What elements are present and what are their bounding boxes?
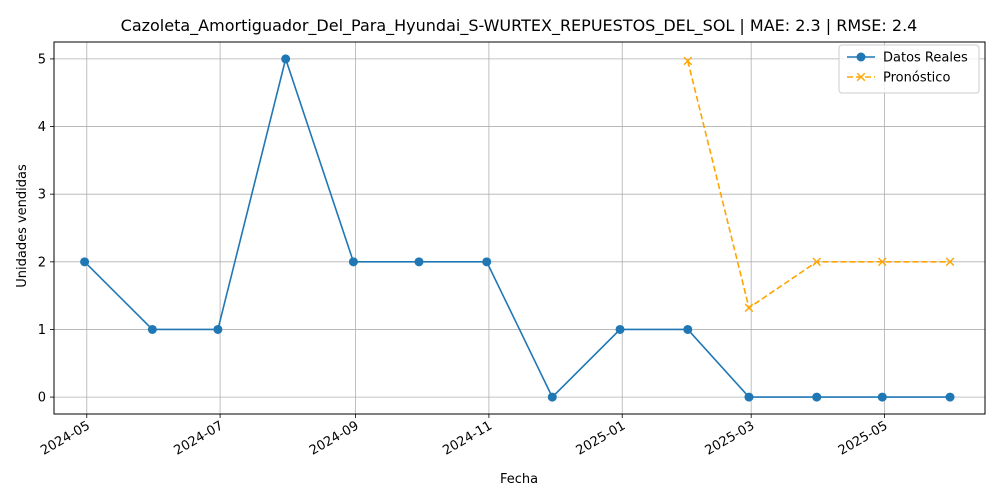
legend-marker bbox=[856, 52, 866, 62]
data-point bbox=[945, 392, 955, 402]
series-line bbox=[84, 56, 951, 399]
data-point bbox=[744, 303, 754, 313]
y-tick-label: 3 bbox=[38, 188, 46, 203]
series-line bbox=[687, 60, 951, 310]
data-point bbox=[348, 257, 358, 267]
data-point bbox=[482, 257, 492, 267]
data-point bbox=[812, 257, 822, 267]
data-point bbox=[147, 324, 157, 334]
series-actual bbox=[80, 54, 955, 402]
data-point bbox=[744, 392, 754, 402]
data-point bbox=[547, 392, 557, 402]
y-tick-label: 0 bbox=[38, 391, 46, 406]
x-tick-label: 2024-09 bbox=[307, 418, 362, 458]
data-point bbox=[80, 257, 90, 267]
data-point bbox=[945, 257, 955, 267]
data-point bbox=[683, 56, 693, 66]
chart-title: Cazoleta_Amortiguador_Del_Para_Hyundai_S… bbox=[121, 16, 918, 36]
y-tick-label: 4 bbox=[38, 120, 46, 135]
legend-marker bbox=[856, 72, 866, 82]
legend: Datos Reales Pronóstico bbox=[838, 44, 980, 94]
plot-frame bbox=[53, 41, 986, 415]
data-point bbox=[683, 324, 693, 334]
legend-label: Datos Reales bbox=[883, 51, 968, 66]
series-forecast bbox=[683, 56, 955, 313]
x-tick-label: 2024-05 bbox=[38, 418, 93, 458]
legend-label: Pronóstico bbox=[883, 71, 950, 86]
data-point bbox=[213, 324, 223, 334]
y-tick-label: 2 bbox=[38, 255, 46, 270]
x-axis-title: Fecha bbox=[500, 472, 538, 487]
x-tick-label: 2024-07 bbox=[172, 418, 227, 458]
data-point bbox=[877, 392, 887, 402]
x-tick-label: 2025-03 bbox=[703, 418, 758, 458]
grid bbox=[54, 42, 985, 414]
data-point bbox=[812, 392, 822, 402]
x-tick-label: 2025-01 bbox=[574, 418, 629, 458]
data-point bbox=[877, 257, 887, 267]
x-tick-label: 2025-05 bbox=[836, 418, 891, 458]
y-tick-label: 1 bbox=[38, 323, 46, 338]
data-point bbox=[414, 257, 424, 267]
x-tick-label: 2024-11 bbox=[440, 418, 495, 458]
data-point bbox=[281, 54, 291, 64]
y-axis-title: Unidades vendidas bbox=[15, 164, 30, 288]
data-point bbox=[615, 324, 625, 334]
y-tick-label: 5 bbox=[38, 52, 46, 67]
series-layer bbox=[80, 54, 955, 402]
